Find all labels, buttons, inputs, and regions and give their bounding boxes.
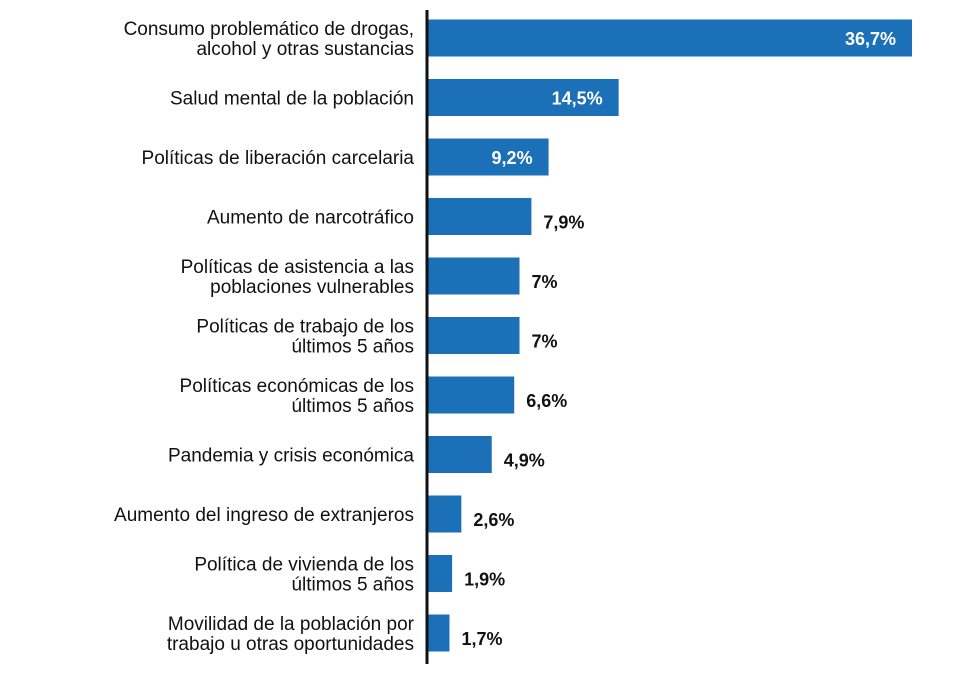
category-label: Políticas de trabajo de los últimos 5 año… [196, 317, 414, 358]
value-label: 14,5% [552, 89, 603, 109]
bar-2 [427, 79, 619, 116]
category-label: Políticas de asistencia a las poblaciones… [181, 257, 414, 298]
category-label: Salud mental de la población [170, 89, 414, 110]
category-label: Aumento del ingreso de extranjeros [114, 505, 414, 526]
value-label: 4,9% [504, 451, 545, 471]
bar-11 [427, 614, 450, 652]
value-label: 1,9% [464, 570, 505, 590]
value-label: 1,7% [461, 629, 502, 649]
category-label: Movilidad de la población por trabajo u o… [167, 614, 415, 655]
value-label: 36,7% [845, 29, 896, 49]
bars-group [427, 19, 912, 652]
bar-1 [427, 19, 912, 57]
category-label: Aumento de narcotráfico [207, 208, 414, 229]
category-label: Política de vivienda de los últimos 5 año… [194, 555, 414, 596]
category-label: Políticas económicas de los últimos 5 año… [180, 376, 414, 417]
bar-9 [427, 495, 462, 533]
value-label: 7% [532, 272, 558, 292]
category-label: Políticas de liberación carcelaria [142, 148, 415, 169]
bar-8 [427, 436, 492, 473]
category-label: Consumo problemático de drogas, alcohol y… [124, 19, 414, 60]
value-label: 2,6% [473, 510, 514, 530]
value-label: 6,6% [526, 391, 567, 411]
bar-3 [427, 138, 549, 176]
value-label: 7,9% [543, 213, 584, 233]
bar-6 [427, 317, 520, 354]
bar-7 [427, 376, 515, 414]
value-label: 7% [532, 332, 558, 352]
value-label: 9,2% [492, 148, 533, 168]
bar-5 [427, 257, 520, 295]
bar-4 [427, 198, 532, 235]
category-label: Pandemia y crisis económica [168, 446, 414, 467]
category-labels-group: Consumo problemático de drogas, alcohol y… [114, 19, 415, 655]
value-labels-group: 36,7% 14,5% 9,2% 7,9% 7% 7% 6,6% 4,9% 2,6% 1,9% 1,… [461, 29, 896, 649]
bar-10 [427, 555, 453, 592]
